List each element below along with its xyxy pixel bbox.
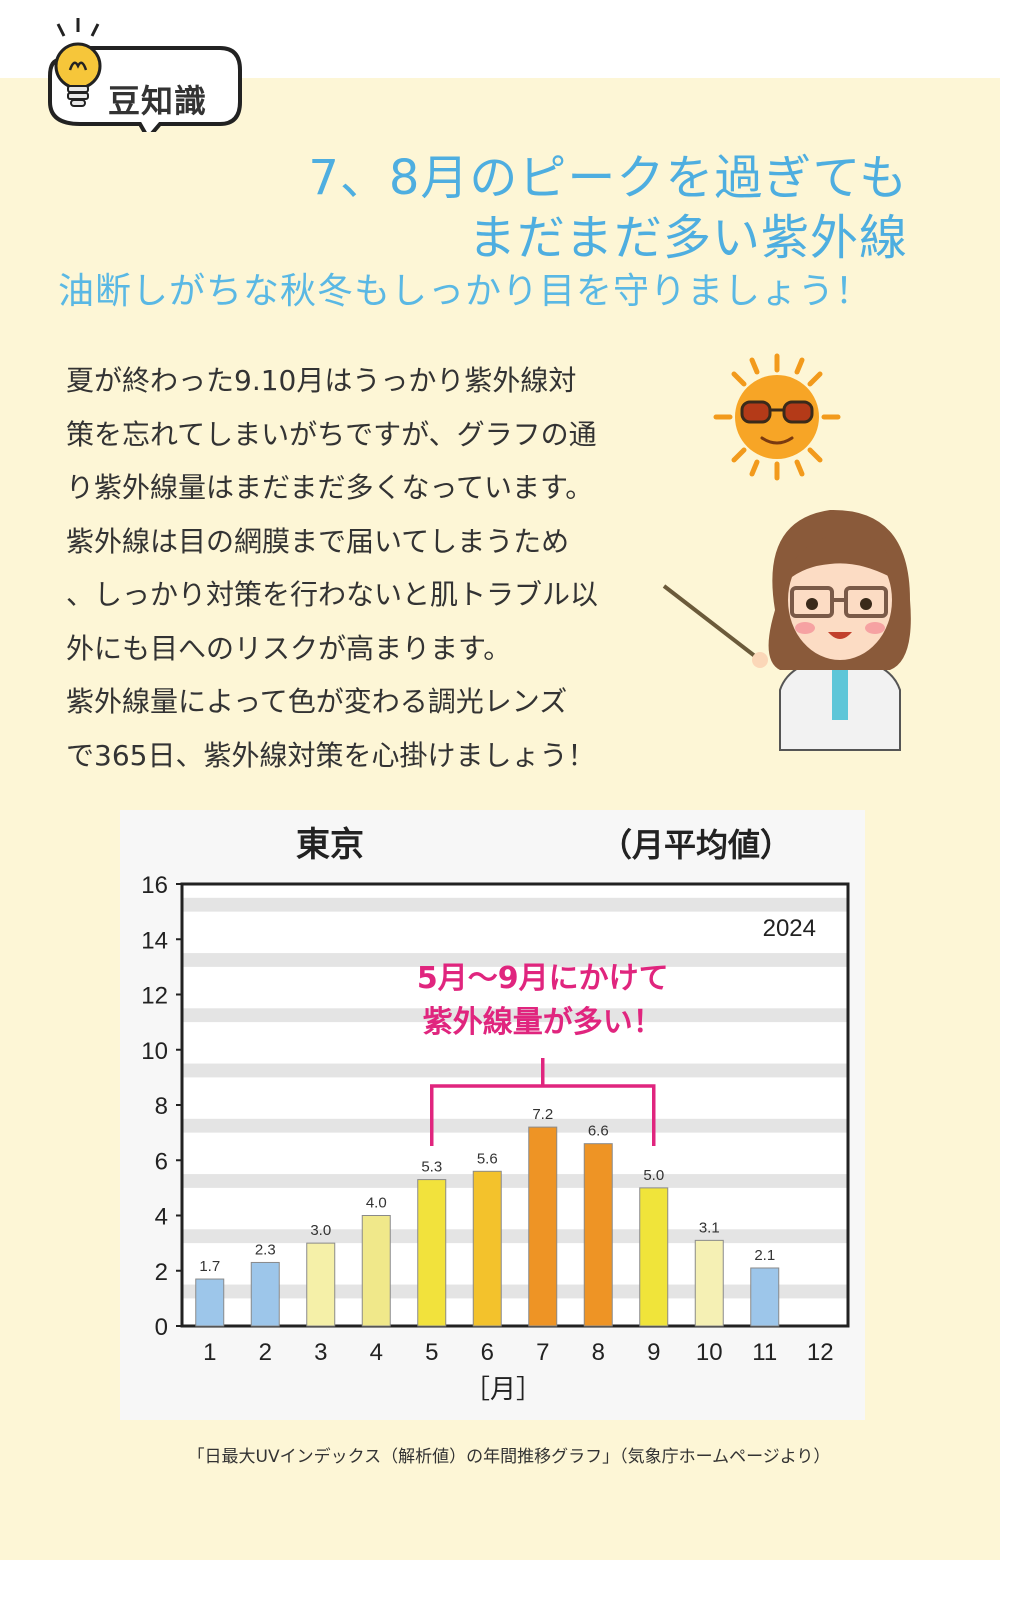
x-tick-label: 10 <box>696 1339 723 1366</box>
uv-bar-chart: 0 2 4 6 8 10 12 14 16 1.7 1 2.3 2 3.0 3 4.0 4 5.3 5 5.6 6 7.2… <box>141 825 850 1405</box>
badge-label: 豆知識 <box>108 82 208 120</box>
bar <box>639 1187 669 1327</box>
y-tick-label: 6 <box>155 1148 168 1175</box>
bar-value-label: 3.1 <box>699 1219 720 1236</box>
grid-band <box>182 1174 848 1188</box>
bar-value-label: 7.2 <box>532 1106 553 1123</box>
bar <box>306 1242 336 1327</box>
grid-band <box>182 1118 848 1133</box>
annotation-text-line1: 5月～9月にかけて <box>417 961 669 996</box>
body-line: 夏が終わった9.10月はうっかり紫外線対 <box>66 364 577 397</box>
x-tick-label: 1 <box>203 1339 216 1366</box>
chart-subtitle: （月平均値） <box>600 826 792 864</box>
body-line: 、しっかり対策を行わないと肌トラブル以 <box>66 578 599 611</box>
y-tick-label: 2 <box>155 1259 168 1286</box>
bar-value-label: 2.3 <box>255 1241 276 1258</box>
y-tick-label: 16 <box>141 872 168 899</box>
body-paragraph: 夏が終わった9.10月はうっかり紫外線対 策を忘れてしまいがちですが、グラフの通… <box>66 354 656 782</box>
sun-with-sunglasses-icon <box>713 353 841 481</box>
x-tick-label: 11 <box>752 1339 777 1366</box>
bar-value-label: 6.6 <box>588 1123 609 1140</box>
teacher-with-pointer-icon <box>662 509 911 751</box>
grid-band <box>182 1008 848 1023</box>
x-tick-label: 4 <box>370 1339 383 1366</box>
bar <box>583 1143 613 1327</box>
bar-value-label: 3.0 <box>310 1222 331 1239</box>
grid-band <box>182 897 848 912</box>
bar <box>472 1170 502 1327</box>
bar <box>528 1126 558 1327</box>
x-axis-label: ［月］ <box>464 1375 542 1405</box>
bar <box>694 1239 724 1327</box>
body-line: 紫外線は目の網膜まで届いてしまうため <box>66 524 570 558</box>
x-tick-label: 8 <box>592 1339 605 1366</box>
grid-band <box>182 953 848 967</box>
bar-value-label: 4.0 <box>366 1195 387 1212</box>
bar <box>195 1278 225 1327</box>
body-line: 外にも目へのリスクが高まります。 <box>66 631 512 665</box>
uv-chart: 0 2 4 6 8 10 12 14 16 1.7 1 2.3 2 3.0 3 4.0 4 5.3 5 5.6 6 7.2… <box>120 810 865 1420</box>
y-tick-label: 10 <box>141 1038 168 1065</box>
annotation-text-line2: 紫外線量が多い！ <box>423 1005 663 1040</box>
x-tick-label: 5 <box>425 1339 438 1366</box>
bar <box>417 1179 447 1327</box>
bar-value-label: 2.1 <box>754 1247 775 1264</box>
lightbulb-icon <box>54 18 102 107</box>
body-line: り紫外線量はまだまだ多くなっています。 <box>66 471 594 504</box>
subheadline: 油断しがちな秋冬もしっかり目を守りましょう！ <box>58 271 873 312</box>
x-tick-label: 2 <box>259 1339 272 1366</box>
source-caption: 「日最大UVインデックス（解析値）の年間推移グラフ」（気象庁ホームページより） <box>187 1447 831 1467</box>
body-line: で365日、紫外線対策を心掛けましょう！ <box>66 738 596 772</box>
bar <box>250 1261 280 1327</box>
plot-area <box>182 884 848 1326</box>
bar-value-label: 5.6 <box>477 1150 498 1167</box>
x-tick-label: 3 <box>314 1339 327 1366</box>
x-tick-label: 9 <box>647 1339 660 1366</box>
grid-band <box>182 1229 848 1244</box>
y-tick-label: 14 <box>141 927 168 954</box>
y-tick-label: 4 <box>155 1204 168 1231</box>
y-tick-label: 12 <box>141 983 168 1010</box>
headline-line-1: 7、8月のピークを過ぎても <box>308 150 908 206</box>
bar-value-label: 1.7 <box>199 1258 220 1275</box>
y-tick-label: 0 <box>155 1314 168 1341</box>
grid-band <box>182 1063 848 1078</box>
bar <box>750 1267 780 1327</box>
bar <box>361 1215 391 1327</box>
grid-band <box>182 1284 848 1299</box>
headline-line-2: まだまだ多い紫外線 <box>467 210 908 266</box>
x-tick-label: 12 <box>807 1339 834 1366</box>
x-tick-label: 6 <box>481 1339 494 1366</box>
x-tick-label: 7 <box>536 1339 549 1366</box>
y-tick-label: 8 <box>155 1093 168 1120</box>
year-label: 2024 <box>763 915 816 942</box>
chart-title: 東京 <box>296 825 364 865</box>
bar-value-label: 5.0 <box>643 1167 664 1184</box>
bar-value-label: 5.3 <box>421 1159 442 1176</box>
body-line: 策を忘れてしまいがちですが、グラフの通 <box>66 417 597 451</box>
body-line: 紫外線量によって色が変わる調光レンズ <box>66 685 568 718</box>
